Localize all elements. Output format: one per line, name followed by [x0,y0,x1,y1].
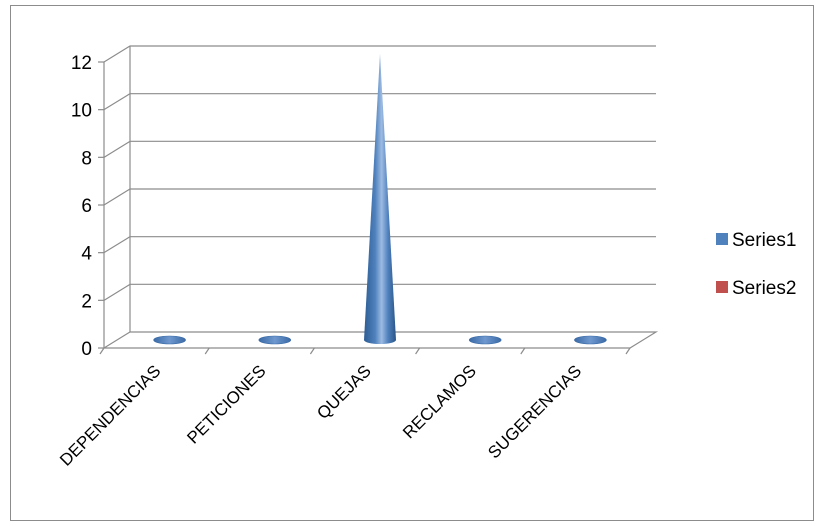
y-tick-label: 0 [81,339,92,360]
x-tick-mark [309,347,315,355]
legend-swatch [716,233,728,245]
gridlines [103,45,656,301]
y-axis: 0 2 4 6 8 10 12 [71,53,104,360]
y-tick-label: 12 [71,53,92,74]
chart-floor [101,331,659,349]
bar [153,335,186,345]
bar [468,335,502,345]
x-axis: DEPENDENCIAS PETICIONES QUEJAS RECLAMOS SUGE… [56,347,631,470]
legend-swatch [716,281,728,293]
x-tick-label: DEPENDENCIAS [56,361,164,469]
x-tick-mark [625,347,631,355]
bar [364,54,396,344]
legend-label: Series1 [732,230,796,251]
chart-frame [10,5,814,521]
x-tick-mark [520,347,526,355]
gridline [103,188,656,206]
bar [574,335,607,345]
y-tick-label: 8 [81,148,92,169]
series1-cones [153,54,607,345]
x-tick-label: SUGERENCIAS [484,361,585,462]
x-tick-label: QUEJAS [313,361,375,423]
legend: Series1 Series2 [716,230,796,299]
gridline [103,45,656,63]
legend-label: Series2 [732,278,796,299]
gridline [103,93,656,111]
y-tick-label: 6 [81,196,92,217]
y-tick-label: 2 [81,291,92,312]
y-tick-label: 4 [81,244,92,265]
x-tick-mark [99,347,105,355]
x-tick-mark [415,347,421,355]
bar [258,335,292,345]
gridline [103,283,656,301]
gridline [103,140,656,158]
gridline [103,236,656,254]
x-tick-label: RECLAMOS [399,361,480,442]
y-tick-label: 10 [71,101,92,122]
x-tick-mark [204,347,210,355]
x-tick-label: PETICIONES [183,361,269,447]
